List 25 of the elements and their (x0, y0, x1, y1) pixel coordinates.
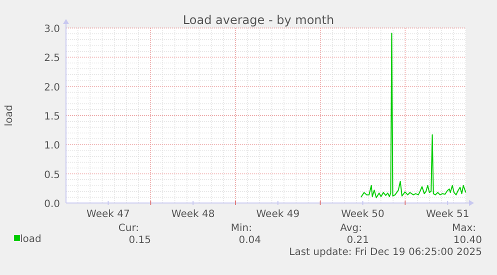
y-tick-label: 3.0 (44, 24, 60, 35)
y-tick-label: 1.5 (44, 112, 60, 122)
text: Cur: (118, 223, 139, 234)
x-tick-label: Week 50 (341, 209, 384, 220)
legend-label: load (20, 234, 42, 245)
chart-title: Load average - by month (182, 13, 334, 27)
text: Min: (230, 223, 252, 234)
y-tick-label: 0.5 (44, 170, 60, 181)
text: 0.04 (238, 235, 261, 246)
y-tick-label: 2.0 (44, 82, 60, 94)
text: Max: (452, 223, 476, 234)
text: 10.40 (453, 235, 482, 246)
line-series (360, 32, 466, 198)
x-tick-label: Week 47 (86, 209, 130, 220)
x-tick-label: Week 49 (256, 209, 300, 220)
x-tick-label: Week 48 (171, 209, 215, 220)
y-tick-label: 2.5 (44, 53, 60, 64)
text: 0.15 (128, 235, 151, 246)
y-axis-title: load (4, 104, 15, 126)
text: 0.21 (346, 235, 369, 246)
x-tick-label: Week 51 (426, 209, 470, 220)
text: Avg: (340, 223, 362, 234)
y-tick-label: 1.0 (44, 140, 60, 152)
text: Last update: Fri Dec 19 06:25:00 2025 (289, 247, 482, 258)
y-tick-label: 0.0 (44, 199, 60, 210)
